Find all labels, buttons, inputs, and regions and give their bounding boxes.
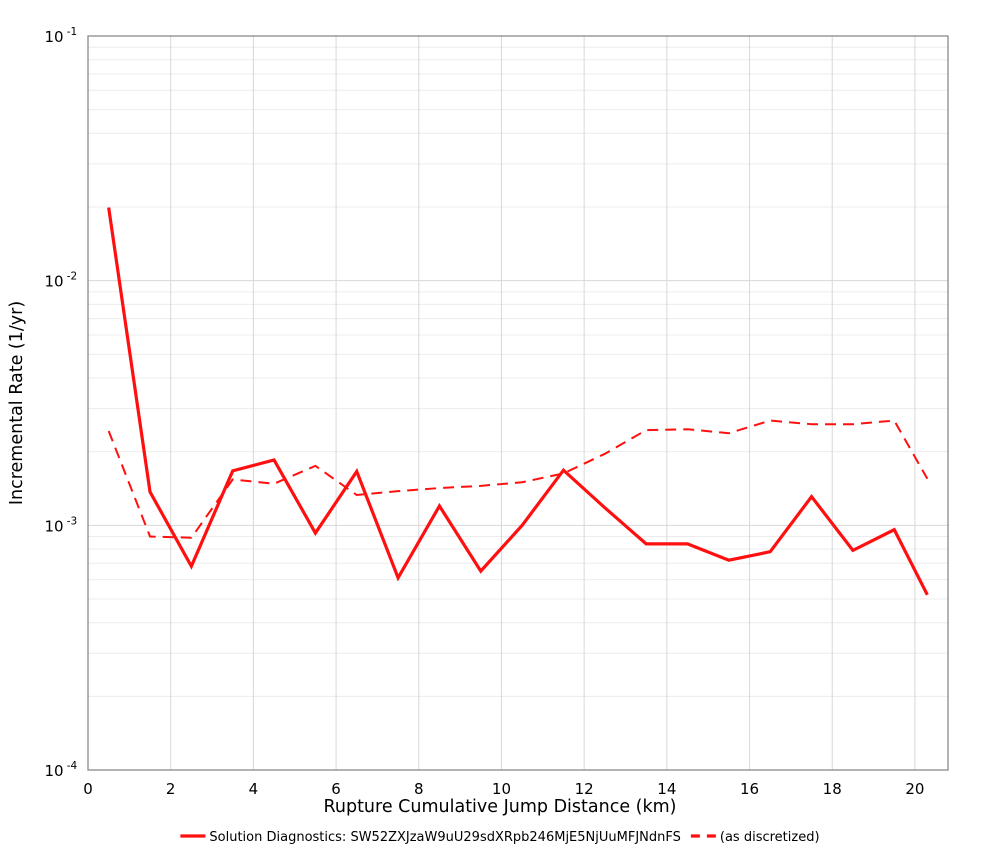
series-line-1 (107, 419, 929, 539)
x-axis-label: Rupture Cumulative Jump Distance (km) (324, 797, 677, 817)
y-tick-label: 10 -3 (44, 515, 77, 535)
chart-legend: Solution Diagnostics: SW52ZXJzaW9uU29sdX… (180, 830, 820, 845)
x-tick-label: 18 (823, 780, 842, 798)
series-line-0 (107, 207, 929, 596)
x-tick-labels: 0 2 4 6 8 10 12 14 16 18 20 (83, 780, 924, 798)
svg-text:-2: -2 (67, 271, 77, 283)
svg-text:-4: -4 (67, 760, 78, 772)
x-tick-label: 16 (740, 780, 759, 798)
x-tick-label: 0 (83, 780, 93, 798)
axes-frame (87, 35, 949, 771)
major-gridlines (87, 35, 948, 771)
x-tick-label: 4 (249, 780, 259, 798)
x-tick-label: 6 (331, 780, 341, 798)
data-series-group (107, 207, 929, 596)
x-tick-label: 14 (657, 780, 676, 798)
x-tick-label: 10 (492, 780, 511, 798)
svg-text:10: 10 (44, 273, 63, 291)
y-axis-label: Incremental Rate (1/yr) (7, 301, 27, 505)
x-tick-label: 20 (905, 780, 924, 798)
y-tick-labels: 10 -4 10 -3 10 -2 10 -1 (44, 26, 77, 780)
minor-gridlines (88, 46, 948, 697)
x-tick-label: 2 (166, 780, 176, 798)
svg-text:-3: -3 (67, 515, 77, 527)
y-tick-label: 10 -2 (44, 271, 77, 291)
x-tick-label: 8 (414, 780, 424, 798)
legend-label-solution-diagnostics: Solution Diagnostics: SW52ZXJzaW9uU29sdX… (209, 830, 680, 845)
y-tick-label: 10 -4 (44, 760, 77, 780)
y-tick-label: 10 -1 (44, 26, 77, 46)
svg-text:10: 10 (44, 517, 63, 535)
svg-text:10: 10 (44, 28, 63, 46)
svg-text:10: 10 (44, 762, 63, 780)
legend-label-as-discretized: (as discretized) (720, 830, 820, 845)
svg-text:-1: -1 (67, 26, 77, 38)
x-tick-label: 12 (575, 780, 594, 798)
